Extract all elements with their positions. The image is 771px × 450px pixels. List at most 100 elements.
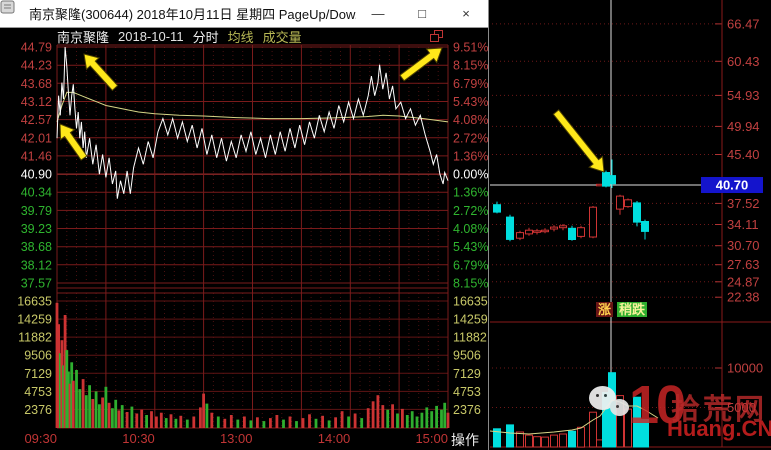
time-axis-label: 09:30: [24, 431, 57, 446]
volume-axis-label: 16635: [17, 295, 52, 309]
time-axis-label: 10:30: [122, 431, 155, 446]
intraday-volume-bars: [55, 302, 450, 428]
price-axis-label: 44.79: [21, 41, 52, 55]
price-axis-label: 42.57: [21, 113, 52, 127]
volume-axis-label: 4753: [24, 385, 52, 399]
price-axis-label: 44.23: [21, 59, 52, 73]
price-axis-label: 40.34: [21, 186, 52, 200]
candle: [559, 225, 567, 229]
k-price-axis-label: 22.38: [727, 290, 760, 305]
volume-axis-label: 7129: [453, 367, 481, 381]
candle: [577, 227, 585, 237]
volume-axis-label: 11882: [453, 331, 487, 345]
volume-axis-label: 9506: [24, 349, 52, 363]
candle: [633, 202, 641, 223]
price-axis-label: 39.79: [21, 204, 52, 218]
chart-date: 2018-10-11: [118, 29, 184, 44]
candle: [568, 227, 576, 241]
volume-axis-label: 2376: [24, 403, 52, 417]
percent-axis-label: 8.15%: [453, 277, 488, 291]
badge-slight-fall: 稍跌: [617, 302, 648, 317]
mode-label: 分时: [192, 30, 219, 45]
window-title: 南京聚隆(300644) 2018年10月11日 星期四 PageUp/Dow.…: [29, 7, 356, 22]
candles: [493, 159, 649, 242]
price-axis-label: 42.01: [21, 131, 52, 145]
k-price-axis-label: 27.63: [727, 257, 760, 272]
annotation-arrow-icon: [552, 109, 605, 173]
k-price-axis-label: 60.43: [727, 54, 760, 69]
window-titlebar: 南京聚隆(300644) 2018年10月11日 星期四 PageUp/Dow.…: [0, 0, 488, 28]
volume-axis-label: 14259: [453, 313, 488, 327]
percent-axis-label: 5.43%: [453, 95, 488, 109]
window-icon: [0, 0, 23, 21]
price-axis-label: 40.90: [21, 168, 52, 182]
crosshair-price-tag: 40.70: [701, 177, 763, 193]
candle: [516, 232, 524, 239]
price-axis-label: 43.12: [21, 95, 52, 109]
time-axis-label: 15:00: [415, 431, 448, 446]
watermark-domain: Huang.CN: [667, 416, 771, 441]
watermark-logo: 10: [629, 375, 686, 435]
wechat-icon: [589, 386, 637, 426]
candle: [525, 229, 533, 235]
volume-axis-label: 2376: [453, 403, 481, 417]
k-price-axis-label: 54.93: [727, 88, 760, 103]
candle: [533, 230, 541, 233]
percent-axis-label: 2.72%: [453, 204, 488, 218]
annotation-arrow-icon: [83, 53, 119, 92]
k-volume-axis-label: 5000: [727, 400, 756, 415]
action-menu[interactable]: 操作: [451, 432, 479, 448]
k-axis-labels: 66.47 60.43 54.93 49.94 45.40 37.52 34.11 30.70…: [727, 16, 763, 415]
grid: [56, 44, 449, 429]
volume-axis-label: 11882: [18, 331, 52, 345]
price-axis-label: 37.57: [21, 277, 52, 291]
k-annotations: [552, 109, 605, 173]
time-axis-label: 13:00: [220, 431, 253, 446]
candle: [493, 204, 501, 213]
k-price-axis-label: 49.94: [727, 119, 760, 134]
minimize-button[interactable]: —: [371, 6, 385, 21]
percent-axis-label: 4.08%: [453, 113, 488, 127]
percent-axis-label: 5.43%: [453, 240, 488, 254]
annotation-arrow-icon: [59, 123, 88, 161]
annotation-arrow-icon: [399, 47, 443, 82]
percent-axis-label: 1.36%: [453, 186, 488, 200]
k-volume-axis-label: 10000: [727, 361, 763, 376]
percent-axis-label: 6.79%: [453, 77, 488, 91]
percent-axis-label: 6.79%: [453, 258, 488, 272]
percent-axis-label: 4.08%: [453, 222, 488, 236]
volume-axis-label: 14259: [17, 313, 52, 327]
candle: [641, 221, 649, 232]
volume-ma-line: [489, 399, 659, 435]
price-lines: [56, 46, 449, 199]
maximize-button[interactable]: □: [418, 6, 426, 21]
annotations: [59, 47, 443, 161]
price-axis-label: 39.23: [21, 222, 52, 236]
price-axis-label: 38.12: [21, 258, 52, 272]
intraday-chart[interactable]: 44.79 44.23 43.68 43.12 42.57 42.01 41.46 40.90…: [0, 0, 489, 450]
candle: [541, 229, 549, 233]
restore-window-icon[interactable]: [430, 30, 444, 43]
price-axis-label: 43.68: [21, 77, 52, 91]
k-price-axis-label: 34.11: [727, 217, 759, 232]
k-price-axis-label: 66.47: [727, 16, 760, 31]
percent-axis-label: 8.15%: [453, 59, 488, 73]
percent-axis-label: 0.00%: [453, 168, 488, 182]
price-line: [56, 46, 449, 199]
intraday-window: 南京聚隆(300644) 2018年10月11日 星期四 PageUp/Dow.…: [0, 0, 489, 450]
volume-axis-label: 9506: [453, 349, 481, 363]
candle: [616, 195, 624, 210]
k-price-axis-label: 24.87: [727, 274, 760, 289]
candle: [589, 206, 597, 238]
volume-axis-label: 16635: [453, 295, 488, 309]
percent-axis-label: 2.72%: [453, 131, 488, 145]
candle: [624, 199, 632, 208]
k-price-axis-label: 45.40: [727, 147, 760, 162]
percent-axis-label: 9.51%: [453, 41, 488, 55]
candle: [550, 226, 558, 230]
k-price-axis-label: 30.70: [727, 238, 760, 253]
watermark-site-name: 拾荒网: [671, 394, 768, 426]
close-button[interactable]: ×: [462, 6, 470, 21]
watermark: 10 拾荒网 Huang.CN: [585, 372, 771, 450]
